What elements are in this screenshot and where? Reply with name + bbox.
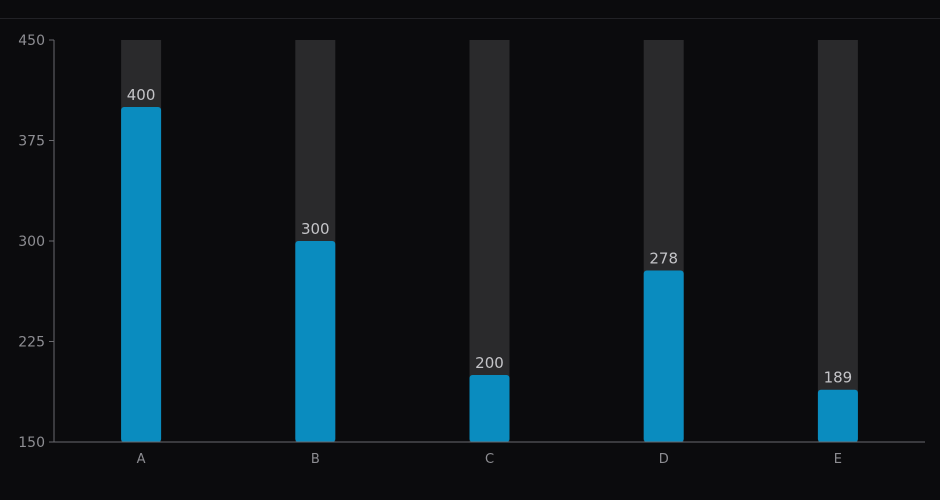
bar-b[interactable]	[295, 241, 336, 442]
x-tick-label-a: A	[137, 452, 146, 467]
y-tick-label: 375	[18, 134, 45, 150]
bars	[121, 107, 858, 442]
y-tick-label: 450	[18, 33, 45, 49]
bar-track-e	[817, 40, 858, 442]
y-tick-label: 225	[18, 335, 45, 351]
data-label-d: 278	[649, 249, 678, 267]
data-label-c: 200	[475, 354, 504, 372]
x-tick-labels: A B C D E	[137, 452, 842, 467]
x-tick-label-c: C	[485, 452, 494, 467]
data-label-b: 300	[301, 220, 330, 238]
x-tick-label-b: B	[311, 452, 320, 467]
bar-c[interactable]	[469, 375, 510, 442]
bar-e[interactable]	[817, 389, 858, 442]
bar-a[interactable]	[121, 107, 162, 442]
y-tick-label: 150	[18, 435, 45, 451]
top-divider	[0, 18, 940, 19]
data-label-e: 189	[824, 369, 853, 387]
bar-d[interactable]	[643, 270, 684, 442]
y-ticks: 150 225 300 375 450	[18, 33, 54, 451]
data-label-a: 400	[127, 86, 156, 104]
x-tick-label-e: E	[834, 452, 842, 467]
y-tick-label: 300	[18, 234, 45, 250]
data-labels: 400 300 200 278 189	[127, 86, 852, 387]
x-tick-label-d: D	[659, 452, 669, 467]
